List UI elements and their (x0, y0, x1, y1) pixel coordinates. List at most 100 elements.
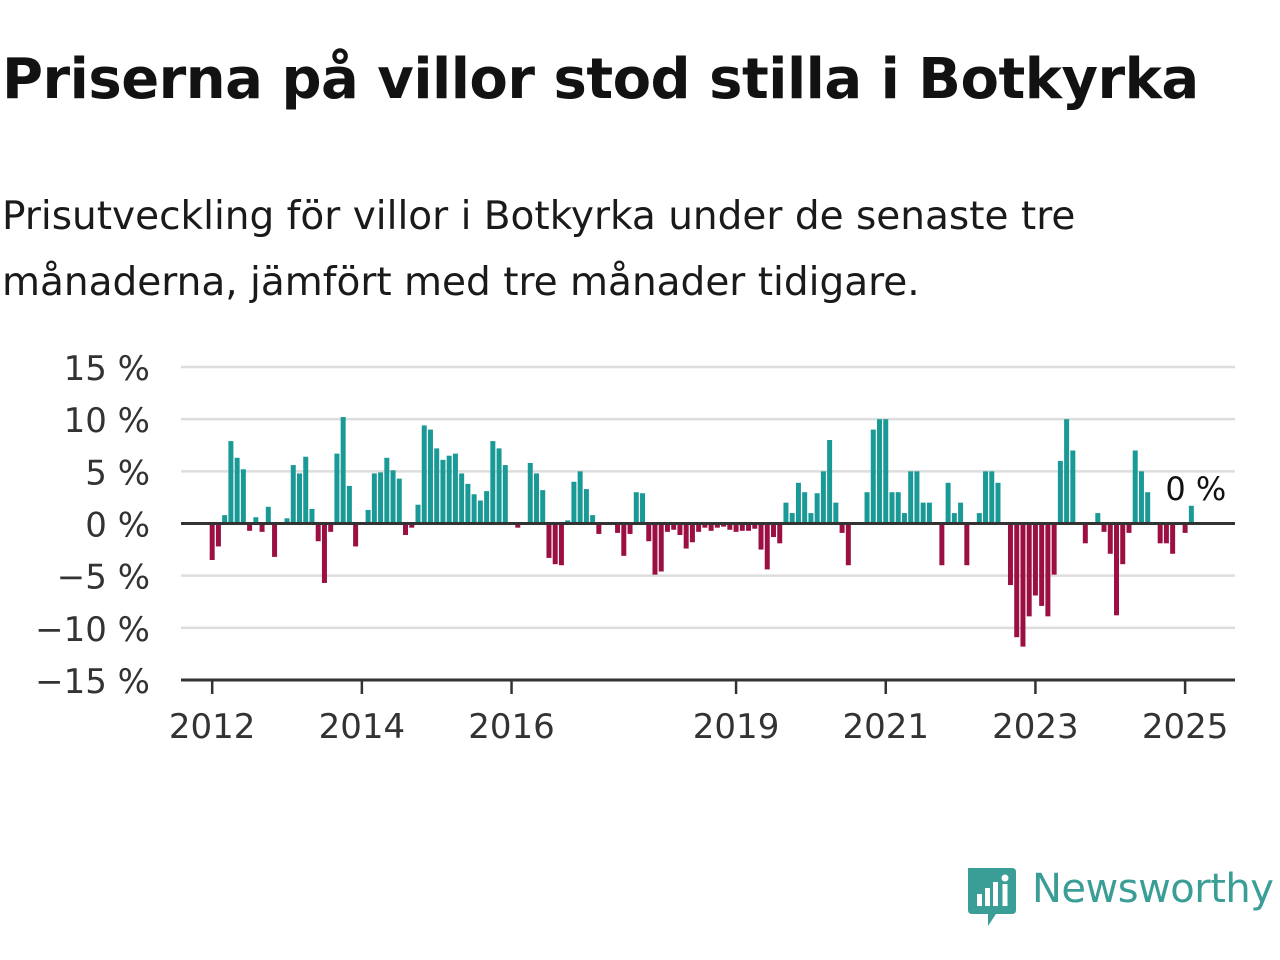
bar (434, 448, 440, 524)
bar (334, 453, 340, 524)
bar (1051, 523, 1057, 575)
bar (777, 523, 783, 544)
bar (240, 469, 246, 524)
bar (272, 523, 278, 557)
bar (877, 419, 882, 524)
bar (415, 504, 421, 524)
bar (209, 523, 215, 561)
bar (764, 523, 770, 570)
bar (353, 523, 359, 547)
bar (820, 471, 826, 524)
bar (1132, 450, 1138, 524)
bar (914, 471, 920, 524)
bar (565, 520, 571, 524)
y-axis-ticks: 15 % 10 % 5 % 0 % −5 % −10 % −15 % (35, 349, 150, 702)
bar (733, 523, 739, 532)
x-tick-label: 2021 (842, 707, 929, 747)
bar (496, 448, 502, 524)
bar (290, 465, 296, 524)
bar (721, 523, 727, 527)
bar (671, 523, 677, 530)
bar (284, 518, 290, 524)
bar (795, 482, 801, 524)
bar (309, 508, 315, 524)
bar (502, 465, 508, 524)
bar (340, 417, 346, 524)
bar (1039, 523, 1045, 606)
bar (1095, 513, 1101, 524)
bar (995, 482, 1001, 524)
x-tick-label: 2012 (169, 707, 256, 747)
y-tick-label: −10 % (35, 610, 150, 650)
bar (615, 523, 621, 533)
x-tick-label: 2014 (319, 707, 406, 747)
bar (1107, 523, 1113, 554)
chart-subtitle: Prisutveckling för villor i Botkyrka und… (2, 194, 1076, 305)
bar (789, 513, 795, 524)
bar (714, 523, 720, 528)
bar (1126, 523, 1132, 533)
bar (490, 441, 496, 524)
y-tick-label: 5 % (85, 453, 150, 493)
x-tick-label: 2016 (468, 707, 555, 747)
bar (883, 419, 889, 524)
bar (365, 509, 371, 524)
bar (583, 489, 589, 524)
bar (814, 493, 820, 524)
x-axis-ticks: 2012 2014 2016 2019 2021 2023 2025 (169, 680, 1228, 747)
x-tick-label: 2019 (693, 707, 780, 747)
bar (702, 523, 708, 528)
bar (1057, 460, 1063, 524)
bar (1064, 419, 1070, 524)
bar (484, 491, 490, 524)
bar (770, 523, 776, 538)
bar (440, 459, 446, 524)
bar (808, 513, 814, 524)
bar (1007, 523, 1013, 586)
bar (1026, 523, 1032, 617)
bar (215, 523, 221, 547)
bar (378, 472, 384, 524)
bar (590, 515, 596, 524)
bar (596, 523, 602, 534)
bar (527, 462, 533, 524)
y-tick-label: −15 % (35, 662, 150, 702)
bar (677, 523, 683, 535)
bar (870, 429, 876, 524)
bar (558, 523, 564, 566)
bar (758, 523, 764, 550)
bar (1014, 523, 1020, 638)
bar (939, 523, 945, 566)
chart-title: Priserna på villor stod stilla i Botkyrk… (2, 47, 1199, 112)
bar (446, 455, 452, 524)
bar (1045, 523, 1051, 617)
brand-name: Newsworthy (1032, 866, 1274, 912)
bar (621, 523, 627, 556)
latest-value-label: 0 % (1165, 470, 1226, 508)
bar (983, 471, 989, 524)
bar (303, 456, 309, 524)
bar (390, 470, 396, 524)
bar (265, 506, 271, 524)
bar (421, 425, 427, 524)
bar (403, 523, 409, 535)
bar (465, 483, 471, 524)
newsworthy-logo-icon (968, 868, 1016, 926)
bar (627, 523, 633, 534)
bar (471, 494, 477, 524)
bar (633, 492, 639, 524)
bar (259, 523, 265, 532)
bar (895, 492, 901, 524)
bar (664, 523, 670, 532)
bar (864, 492, 870, 524)
bar (1120, 523, 1126, 565)
bar (253, 517, 259, 524)
y-tick-label: 0 % (85, 506, 150, 546)
bar (571, 481, 577, 524)
y-tick-label: 15 % (64, 349, 150, 389)
bar (783, 502, 789, 524)
brand-logo: Newsworthy (964, 864, 1276, 928)
x-tick-label: 2025 (1142, 707, 1229, 747)
bar (321, 523, 327, 583)
